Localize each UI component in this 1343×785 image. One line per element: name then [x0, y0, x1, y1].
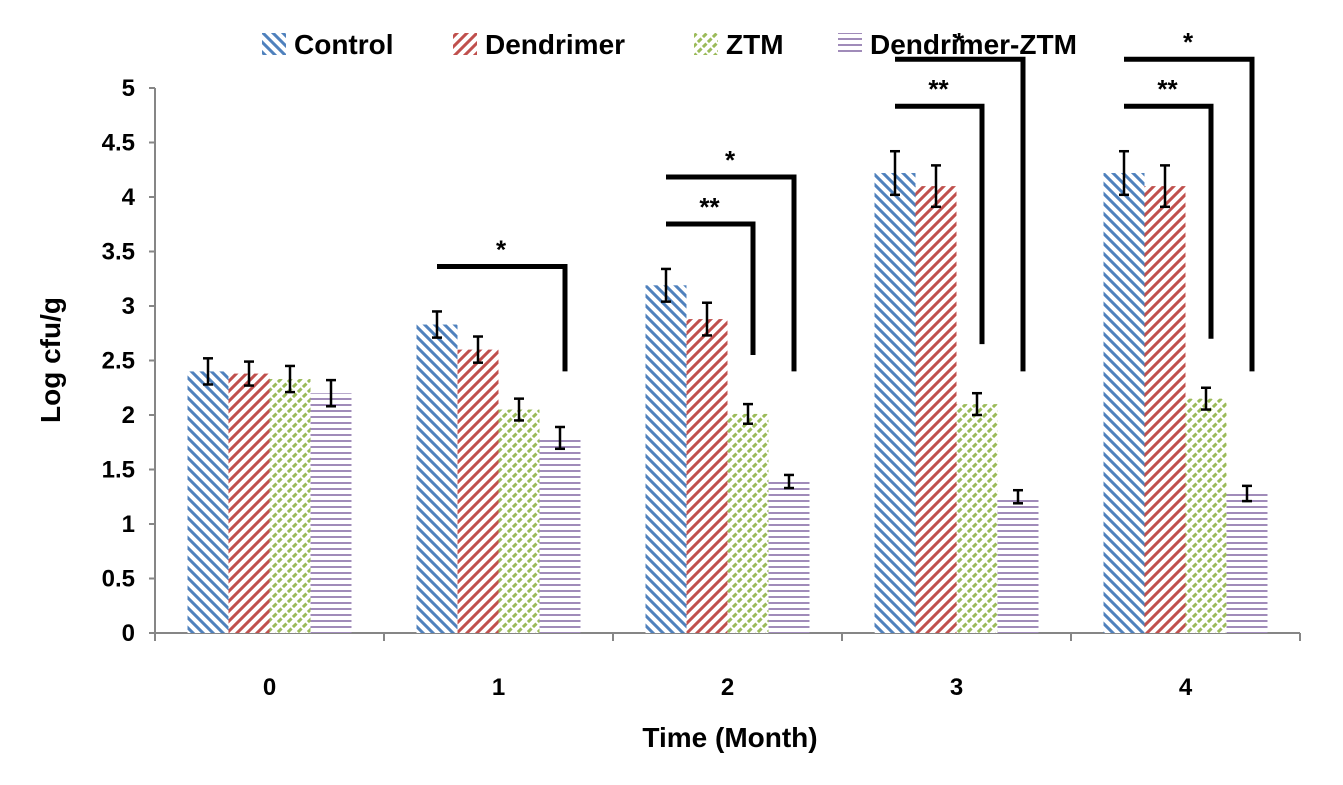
y-tick-label: 1 — [122, 511, 135, 538]
bar — [956, 404, 998, 633]
y-tick-label: 1.5 — [102, 457, 135, 484]
bar — [874, 173, 916, 633]
error-bars — [203, 149, 1252, 505]
significance-bracket — [666, 221, 756, 356]
y-tick-label: 0.5 — [102, 566, 135, 593]
significance-bracket — [895, 56, 1026, 372]
bar — [727, 413, 769, 633]
significance-label: * — [954, 27, 965, 57]
bar — [1226, 493, 1268, 633]
significance-bracket — [666, 174, 797, 372]
y-tick-label: 3.5 — [102, 239, 135, 266]
bar — [768, 481, 810, 633]
legend-swatch — [838, 33, 862, 55]
bar — [1185, 398, 1227, 633]
legend-swatch — [262, 33, 286, 55]
significance-label: ** — [699, 192, 720, 222]
bar — [269, 379, 311, 633]
y-tick-label: 2 — [122, 402, 135, 429]
legend: Control Dendrimer ZTM Dendrimer-ZTM — [262, 29, 1077, 60]
legend-label: Dendrimer — [485, 29, 625, 60]
y-axis-title: Log cfu/g — [35, 297, 66, 423]
y-tick-label: 5 — [122, 75, 135, 102]
y-tick-label: 4 — [122, 184, 136, 211]
legend-label: Dendrimer-ZTM — [870, 29, 1077, 60]
significance-label: * — [1183, 27, 1194, 57]
x-axis: 0 1 2 3 4 — [154, 632, 1301, 701]
x-tick-label: 3 — [950, 674, 963, 701]
bar — [997, 496, 1039, 633]
y-tick-label: 2.5 — [102, 348, 135, 375]
bar — [310, 393, 352, 633]
legend-swatch — [694, 33, 718, 55]
bar — [645, 285, 687, 633]
x-tick-label: 4 — [1179, 674, 1193, 701]
bar — [686, 319, 728, 633]
significance-bracket — [895, 103, 985, 345]
bar — [1103, 173, 1145, 633]
bar — [416, 324, 458, 633]
significance-bracket — [1124, 56, 1255, 372]
y-axis: 0 0.5 1 1.5 2 2.5 3 3.5 4 4.5 5 — [102, 75, 156, 647]
bar — [187, 371, 229, 633]
bars — [187, 173, 1268, 633]
significance-label: ** — [1157, 74, 1178, 104]
x-tick-label: 0 — [263, 674, 276, 701]
bar — [915, 186, 957, 633]
significance-label: * — [725, 145, 736, 175]
x-tick-label: 1 — [492, 674, 505, 701]
significance-label: ** — [928, 74, 949, 104]
bar — [457, 349, 499, 633]
bar — [498, 409, 540, 633]
y-tick-label: 3 — [122, 293, 135, 320]
legend-swatch — [453, 33, 477, 55]
significance-label: * — [496, 234, 507, 264]
significance-bracket — [1124, 103, 1214, 339]
bar — [228, 373, 270, 633]
legend-label: Control — [294, 29, 394, 60]
significance-brackets: ********** — [437, 27, 1255, 372]
legend-label: ZTM — [726, 29, 784, 60]
bar — [1144, 186, 1186, 633]
y-tick-label: 4.5 — [102, 130, 135, 157]
x-axis-title: Time (Month) — [642, 722, 817, 753]
x-tick-label: 2 — [721, 674, 734, 701]
significance-bracket — [437, 263, 568, 372]
bar — [539, 437, 581, 633]
y-tick-label: 0 — [122, 620, 135, 647]
